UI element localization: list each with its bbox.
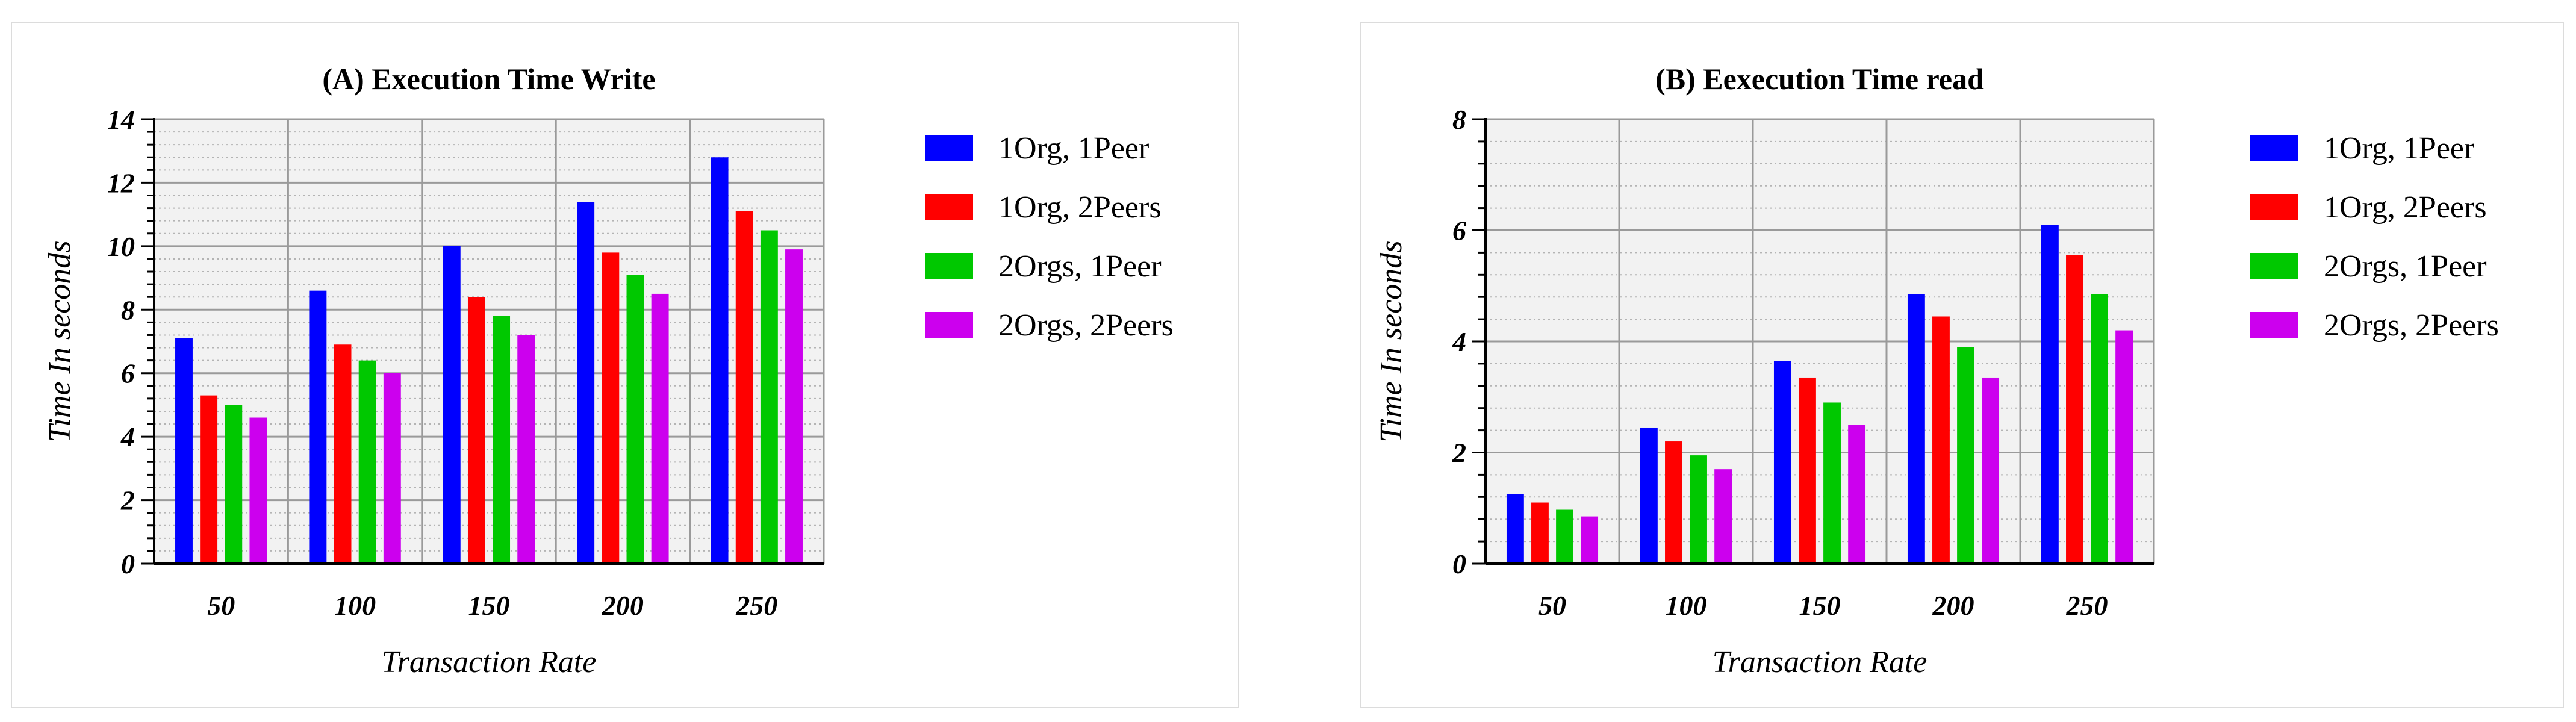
chart-b-bar: [2041, 225, 2059, 564]
chart-b-bar: [1823, 402, 1841, 564]
chart-b-legend-swatch: [2250, 194, 2298, 220]
chart-a-bar: [383, 373, 401, 564]
chart-b-x-tick-label: 100: [1666, 590, 1707, 621]
chart-b-x-axis-label: Transaction Rate: [1713, 645, 1927, 679]
chart-b-bar: [1665, 441, 1682, 564]
chart-a-bar: [785, 249, 803, 564]
chart-b-y-tick-label: 2: [1452, 438, 1466, 468]
chart-a-y-tick-label: 12: [107, 167, 135, 198]
chart-b-y-axis-label: Time In seconds: [1374, 240, 1408, 442]
chart-b-y-tick-label: 6: [1452, 216, 1466, 246]
chart-a-bar: [517, 335, 535, 564]
chart-panel-b: (B) Eexecution Time read 0 2 4 6 8 50 100 150 200…: [1360, 22, 2564, 708]
chart-a-bar: [467, 297, 485, 564]
chart-a-x-tick-label: 250: [735, 590, 777, 621]
chart-b-bar: [1714, 469, 1732, 564]
chart-b-bar: [1556, 509, 1573, 564]
chart-b-legend-swatch: [2250, 312, 2298, 338]
chart-a-legend-swatch: [925, 253, 973, 279]
chart-a-bar: [577, 202, 595, 564]
chart-a-y-tick-label: 14: [107, 104, 135, 135]
chart-a-legend-label: 2Orgs, 1Peer: [998, 249, 1162, 284]
chart-a-bar: [334, 344, 352, 564]
chart-a-bar: [651, 293, 669, 564]
chart-panel-a: (A) Execution Time Write 0 2 4 6 8 10 12 14 50 100…: [11, 22, 1239, 708]
chart-a-bar: [309, 290, 327, 564]
chart-a-legend-swatch: [925, 135, 973, 161]
chart-b-y-tick-label: 8: [1452, 104, 1466, 135]
chart-b-legend-swatch: [2250, 253, 2298, 279]
chart-a-x-tick-label: 150: [468, 590, 510, 621]
chart-a-bar: [249, 417, 267, 564]
chart-b-x-tick-label: 200: [1932, 590, 1974, 621]
chart-b-x-tick-label: 150: [1799, 590, 1841, 621]
chart-a-bar: [760, 230, 778, 564]
chart-b-bar: [2115, 330, 2133, 564]
chart-b-bar: [1773, 361, 1791, 564]
chart-b-bar: [1957, 347, 1974, 564]
chart-b-x-tick-label: 250: [2066, 590, 2108, 621]
chart-b-bar: [1932, 316, 1950, 564]
chart-b-svg: (B) Eexecution Time read 0 2 4 6 8 50 100 150 200…: [1374, 62, 2499, 679]
chart-b-bar: [1690, 455, 1707, 564]
chart-a-bar: [602, 252, 620, 564]
chart-a-y-tick-label: 2: [120, 485, 135, 516]
chart-a-bar: [358, 360, 376, 564]
chart-a-legend-label: 1Org, 1Peer: [998, 131, 1149, 166]
chart-b-bar: [1907, 294, 1925, 564]
chart-b-bar: [1848, 425, 1866, 564]
chart-b-bar: [1982, 377, 2000, 564]
chart-a-x-tick-label: 50: [207, 590, 235, 621]
chart-a-bar: [493, 316, 511, 564]
chart-a-bar: [443, 246, 461, 564]
chart-a-legend-label: 2Orgs, 2Peers: [998, 308, 1174, 343]
chart-a-bar: [175, 338, 193, 564]
chart-a-x-tick-label: 200: [602, 590, 644, 621]
chart-b-bar: [1531, 502, 1549, 564]
chart-a-y-tick-label: 0: [121, 549, 135, 579]
chart-a-legend-swatch: [925, 312, 973, 338]
chart-b-legend-label: 1Org, 1Peer: [2324, 131, 2474, 166]
chart-a-title: (A) Execution Time Write: [322, 62, 655, 96]
chart-b-y-tick-label: 4: [1452, 326, 1466, 357]
chart-a-legend-swatch: [925, 194, 973, 220]
chart-a-svg: (A) Execution Time Write 0 2 4 6 8 10 12 14 50 100…: [43, 62, 1174, 679]
chart-b-bar: [1506, 494, 1524, 564]
chart-b-legend-label: 2Orgs, 1Peer: [2324, 249, 2487, 284]
chart-a-x-tick-label: 100: [334, 590, 376, 621]
chart-b-legend-label: 1Org, 2Peers: [2324, 190, 2487, 225]
chart-b-bar: [2066, 255, 2083, 564]
chart-b-bar: [1581, 516, 1599, 564]
chart-a-y-tick-label: 4: [120, 422, 135, 452]
chart-b-bar: [1799, 377, 1816, 564]
chart-a-bar: [225, 405, 243, 564]
chart-b-title: (B) Eexecution Time read: [1655, 62, 1984, 96]
chart-a-bar: [626, 275, 644, 564]
chart-a-y-tick-label: 6: [121, 358, 135, 389]
chart-b-legend-label: 2Orgs, 2Peers: [2324, 308, 2499, 343]
chart-a-bar: [200, 395, 218, 564]
chart-b-x-tick-label: 50: [1538, 590, 1566, 621]
chart-a-y-axis-label: Time In seconds: [43, 240, 77, 442]
chart-b-legend-swatch: [2250, 135, 2298, 161]
chart-a-y-tick-label: 8: [121, 294, 135, 325]
chart-a-bar: [711, 157, 729, 564]
chart-a-y-tick-label: 10: [107, 231, 135, 262]
chart-a-bar: [735, 211, 753, 564]
chart-b-bar: [2091, 294, 2108, 564]
chart-a-legend-label: 1Org, 2Peers: [998, 190, 1162, 225]
chart-a-x-axis-label: Transaction Rate: [382, 645, 597, 679]
chart-b-y-tick-label: 0: [1452, 549, 1466, 579]
chart-b-bar: [1640, 427, 1658, 564]
